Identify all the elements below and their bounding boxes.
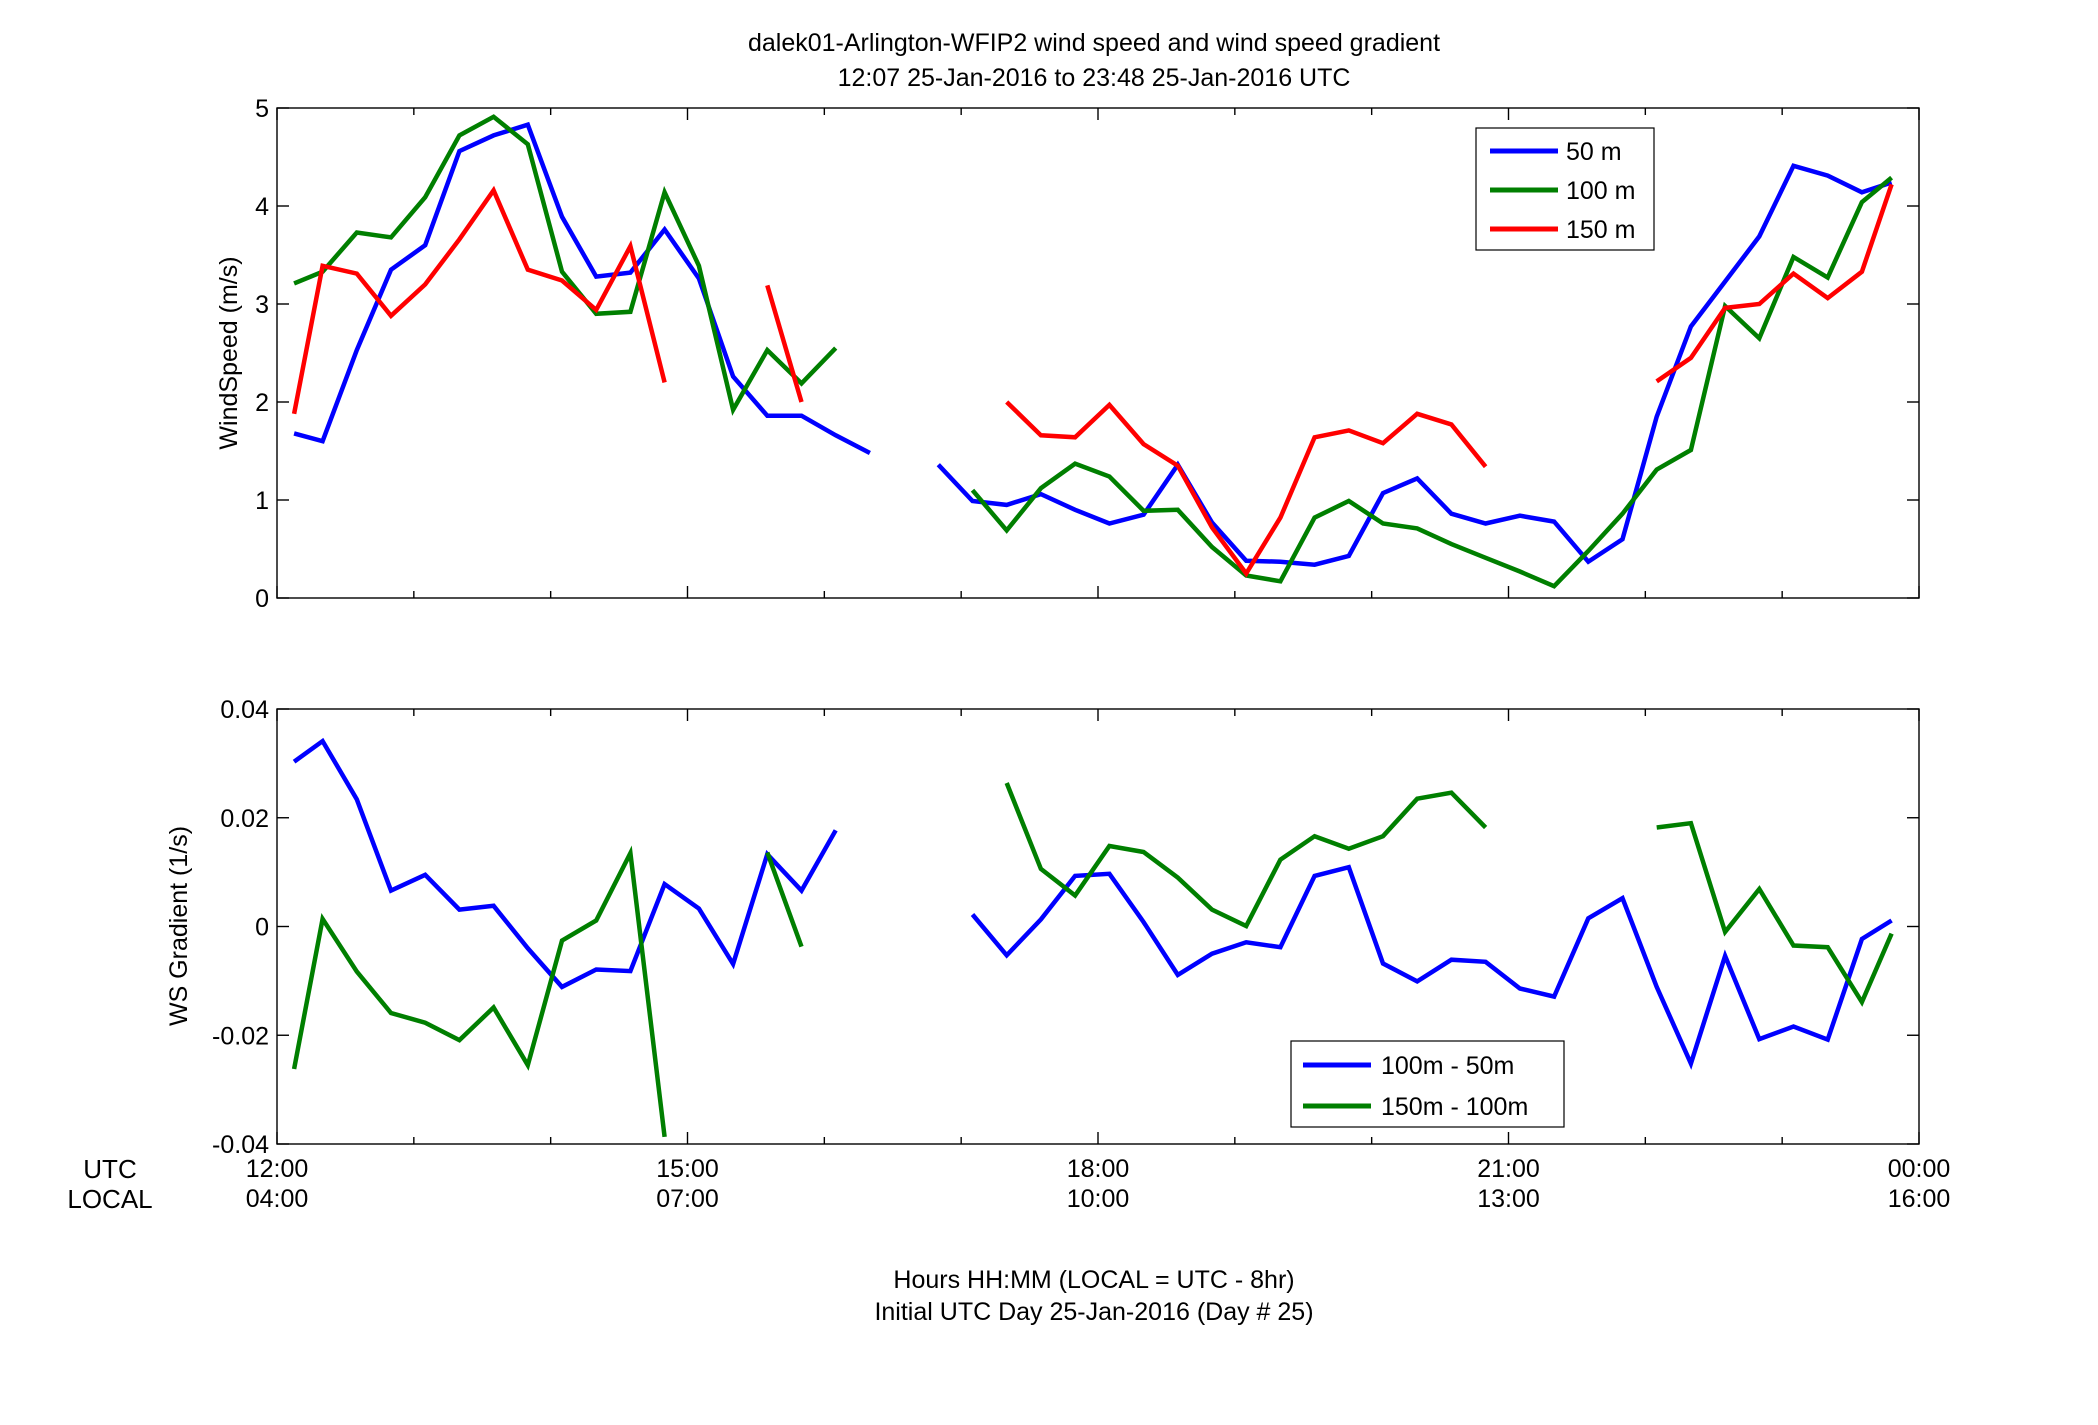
windspeed-series-line-150m — [765, 284, 804, 403]
windspeed-series-line-50m — [936, 163, 1893, 567]
xtick-label-local: 13:00 — [1477, 1185, 1540, 1213]
gradient-ytick-label: -0.04 — [212, 1131, 269, 1159]
gradient-ytick-label: -0.02 — [212, 1022, 269, 1050]
xtick-label-local: 07:00 — [656, 1185, 719, 1213]
gradient-series-line-150m-100m — [1656, 820, 1894, 1007]
gradient-series-line-100m-50m — [292, 737, 838, 990]
windspeed-series — [291, 114, 1894, 589]
xlabel-line1: Hours HH:MM (LOCAL = UTC - 8hr) — [893, 1266, 1294, 1294]
windspeed-series-line-150m — [1655, 183, 1894, 384]
gradient-series — [291, 737, 1894, 1138]
legend-label-150m-100m: 150m - 100m — [1381, 1093, 1528, 1121]
gradient-legend-box — [1290, 1040, 1565, 1128]
xtick-label-local: 10:00 — [1067, 1185, 1130, 1213]
gradient-panel: WS Gradient (1/s) -0.04 -0.02 0 0.02 0.04 10… — [165, 696, 1920, 1159]
windspeed-ytick-label: 1 — [255, 487, 269, 515]
windspeed-ytick-label: 2 — [255, 389, 269, 417]
xlabel-line2: Initial UTC Day 25-Jan-2016 (Day # 25) — [874, 1298, 1313, 1326]
utc-row-label: UTC — [83, 1154, 136, 1184]
gradient-legend: 100m - 50m 150m - 100m — [1290, 1040, 1565, 1128]
windspeed-ytick-label: 0 — [255, 585, 269, 613]
gradient-series-line-150m-100m — [765, 851, 804, 948]
chart-title-line2: 12:07 25-Jan-2016 to 23:48 25-Jan-2016 U… — [838, 64, 1351, 92]
legend-label-100m-50m: 100m - 50m — [1381, 1052, 1514, 1080]
windspeed-axes-frame — [276, 107, 1920, 599]
windspeed-legend: 50 m 100 m 150 m — [1475, 127, 1655, 251]
xtick-label-utc: 15:00 — [656, 1155, 719, 1183]
windspeed-series-line-150m — [291, 185, 667, 415]
gradient-ticks: -0.04 -0.02 0 0.02 0.04 — [212, 696, 1920, 1159]
windspeed-series-line-150m — [1005, 400, 1488, 578]
windspeed-series-line-100m — [970, 175, 1894, 589]
xtick-label-utc: 12:00 — [246, 1155, 309, 1183]
gradient-ytick-label: 0 — [255, 914, 269, 942]
chart-title-line1: dalek01-Arlington-WFIP2 wind speed and w… — [748, 29, 1440, 57]
gradient-series-line-100m-50m — [970, 864, 1893, 1070]
gradient-series-line-150m-100m — [291, 845, 667, 1138]
legend-label-50m: 50 m — [1566, 138, 1622, 166]
gradient-ylabel: WS Gradient (1/s) — [165, 826, 193, 1026]
xtick-label-utc: 21:00 — [1477, 1155, 1540, 1183]
gradient-series-line-150m-100m — [1004, 782, 1488, 929]
xtick-label-local: 16:00 — [1888, 1185, 1951, 1213]
windspeed-ticks: 0 1 2 3 4 5 — [255, 95, 1920, 613]
gradient-ytick-label: 0.02 — [220, 805, 269, 833]
legend-label-150m: 150 m — [1566, 216, 1635, 244]
windspeed-panel: WindSpeed (m/s) 0 1 2 3 4 5 50 m 100 m 150 m — [215, 95, 1920, 613]
windspeed-ytick-label: 5 — [255, 95, 269, 123]
windspeed-series-line-100m — [293, 114, 838, 416]
xtick-label-local: 04:00 — [246, 1185, 309, 1213]
windspeed-ylabel: WindSpeed (m/s) — [215, 256, 243, 449]
local-row-label: LOCAL — [67, 1184, 152, 1214]
gradient-ytick-label: 0.04 — [220, 696, 269, 724]
xtick-label-utc: 18:00 — [1067, 1155, 1130, 1183]
legend-label-100m: 100 m — [1566, 177, 1635, 205]
gradient-axes-frame — [276, 708, 1920, 1145]
windspeed-ytick-label: 3 — [255, 291, 269, 319]
windspeed-series-line-50m — [293, 121, 871, 455]
xtick-label-utc: 00:00 — [1888, 1155, 1951, 1183]
windspeed-ytick-label: 4 — [255, 193, 269, 221]
